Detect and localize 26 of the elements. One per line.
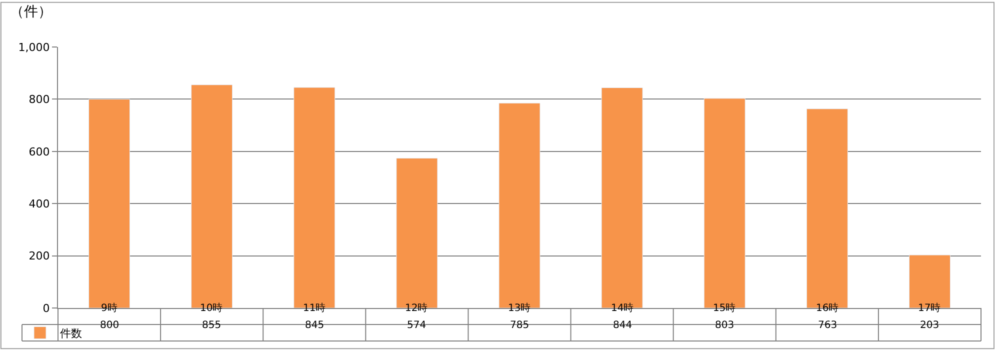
data-label: 785 xyxy=(510,320,530,331)
y-axis-title: （件） xyxy=(10,4,52,20)
x-tick-label: 11時 xyxy=(303,302,326,314)
data-label: 845 xyxy=(305,320,324,331)
y-tick-label: 800 xyxy=(28,93,50,106)
legend-label: 件数 xyxy=(60,327,82,340)
data-label: 800 xyxy=(100,320,120,331)
y-tick-label: 1,000 xyxy=(18,40,50,54)
y-tick-label: 400 xyxy=(28,197,50,210)
data-label: 844 xyxy=(613,320,632,331)
x-tick-label: 10時 xyxy=(200,302,223,314)
data-label: 574 xyxy=(407,320,426,331)
x-tick-label: 9時 xyxy=(101,302,118,314)
x-tick-label: 15時 xyxy=(713,302,736,314)
data-label: 763 xyxy=(818,320,838,331)
x-tick-label: 17時 xyxy=(918,302,941,314)
x-tick-label: 14時 xyxy=(611,302,634,314)
y-tick-label: 0 xyxy=(42,302,50,315)
data-label: 855 xyxy=(202,320,222,331)
y-tick-label: 200 xyxy=(28,250,50,263)
x-tick-label: 16時 xyxy=(816,302,839,314)
data-label: 203 xyxy=(920,320,940,331)
y-tick-label: 600 xyxy=(28,145,50,158)
data-label: 803 xyxy=(715,320,734,331)
x-tick-label: 13時 xyxy=(508,302,531,314)
x-tick-label: 12時 xyxy=(405,302,428,314)
